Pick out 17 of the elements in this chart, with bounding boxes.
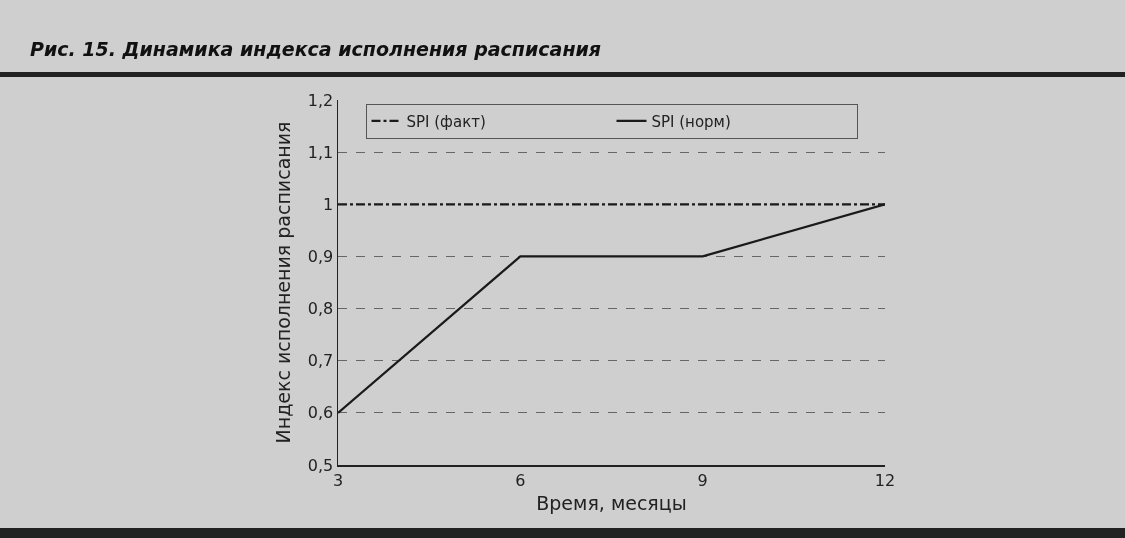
x-tick-label: 12	[874, 470, 896, 490]
chart-title: Рис. 15. Динамика индекса исполнения расписания	[30, 38, 602, 60]
y-axis-title: Индекс исполнения расписания	[271, 121, 294, 444]
y-tick-label: 0,5	[307, 455, 334, 475]
x-axis-title: Время, месяцы	[536, 492, 687, 515]
y-tick-label: 0,6	[307, 403, 334, 423]
y-tick-label: 0,7	[307, 351, 334, 371]
x-tick-label: 3	[332, 470, 344, 490]
legend-label: SPI (факт)	[406, 112, 486, 131]
y-tick-label: 0,8	[307, 299, 334, 319]
x-tick-label: 6	[515, 470, 526, 490]
legend-label: SPI (норм)	[651, 112, 731, 131]
y-tick-label: 1,1	[307, 142, 334, 162]
y-tick-label: 0,9	[307, 247, 334, 267]
y-tick-label: 1	[323, 194, 334, 214]
x-tick-label: 9	[697, 470, 708, 490]
y-tick-label: 1,2	[307, 90, 334, 110]
